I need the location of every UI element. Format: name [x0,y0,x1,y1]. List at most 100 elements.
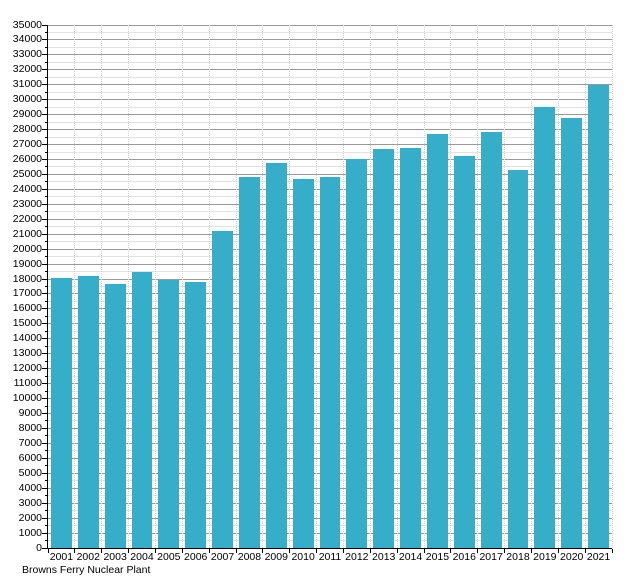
bar-2013 [373,149,395,548]
gridline-vertical [423,25,425,548]
y-tick-label: 8000 [18,421,42,434]
x-tick [369,549,371,553]
x-tick-label: 2021 [586,551,611,563]
bar-2001 [50,277,72,548]
x-tick [504,549,506,553]
y-tick-label: 28000 [12,123,42,136]
y-tick-major [42,547,48,549]
x-tick-label: 2019 [533,551,557,563]
x-tick [342,549,344,553]
y-tick-minor [45,345,48,347]
y-tick-label: 0 [36,541,42,554]
gridline-vertical [611,25,613,548]
y-tick-label: 26000 [12,152,42,165]
y-tick-label: 16000 [12,302,42,315]
y-tick-minor [45,450,48,452]
y-tick-minor [45,330,48,332]
y-tick-major [42,338,48,340]
y-tick-label: 33000 [12,48,42,61]
y-tick-label: 7000 [18,436,42,449]
y-tick-label: 31000 [12,78,42,91]
bar-2017 [480,131,502,548]
chart-caption: Browns Ferry Nuclear Plant [22,564,151,576]
y-tick-minor [45,241,48,243]
y-tick-label: 2000 [18,511,42,524]
y-tick-major [42,173,48,175]
y-tick-major [42,487,48,489]
gridline-minor [48,46,612,48]
x-tick-label: 2017 [479,551,503,563]
gridline-vertical [450,25,452,548]
y-tick-major [42,188,48,190]
gridline-vertical [477,25,479,548]
bar-2016 [453,156,475,548]
y-tick-label: 4000 [18,481,42,494]
y-tick-minor [45,31,48,33]
gridline-vertical [181,25,183,548]
gridline-major [48,99,612,101]
bar-2020 [561,117,583,548]
y-tick-minor [45,46,48,48]
x-tick-label: 2014 [398,551,423,563]
y-tick-label: 29000 [12,108,42,121]
y-tick-label: 12000 [12,362,42,375]
y-tick-major [42,158,48,160]
y-tick-major [42,129,48,131]
y-tick-minor [45,136,48,138]
x-tick-label: 2013 [372,551,396,563]
y-tick-label: 23000 [12,197,42,210]
gridline-major [48,144,612,146]
y-tick-label: 27000 [12,138,42,151]
y-tick-minor [45,405,48,407]
gridline-minor [48,61,612,63]
x-tick [289,549,291,553]
y-tick-minor [45,76,48,78]
y-tick-major [42,278,48,280]
bar-2018 [507,169,529,548]
x-tick [74,549,76,553]
y-tick-major [42,398,48,400]
gridline-vertical [289,25,291,548]
bar-2021 [588,84,610,548]
y-tick-minor [45,286,48,287]
y-tick-label: 11000 [13,377,42,390]
y-tick-label: 9000 [18,407,42,419]
y-tick-major [42,368,48,370]
x-tick [154,549,156,553]
x-tick-label: 2010 [291,551,315,563]
x-tick [181,549,183,553]
y-tick-minor [45,271,48,273]
x-tick-label: 2006 [184,551,208,563]
gridline-vertical [235,25,237,548]
gridline-vertical [396,25,398,548]
x-tick [262,549,264,553]
x-tick-label: 2011 [318,551,342,563]
y-tick-major [42,24,48,26]
y-tick-minor [45,196,48,198]
x-tick-label: 2016 [452,551,476,563]
y-tick-major [42,457,48,459]
y-tick-minor [45,121,48,123]
y-tick-label: 34000 [12,33,42,46]
y-tick-minor [45,211,48,213]
y-tick-minor [45,315,48,317]
y-tick-major [42,532,48,534]
bar-2002 [77,276,99,548]
y-tick-label: 24000 [12,182,42,195]
bar-2009 [265,163,287,548]
gridline-major [48,129,612,131]
y-tick-minor [45,360,48,362]
bar-2003 [104,283,126,548]
gridline-minor [48,91,612,93]
y-tick-major [42,54,48,56]
y-tick-major [42,218,48,220]
bar-2011 [319,176,341,548]
x-tick [47,549,49,553]
y-tick-label: 25000 [12,167,42,180]
y-tick-label: 14000 [12,332,42,345]
x-tick [450,549,452,553]
gridline-major [48,114,612,116]
y-tick-minor [45,495,48,497]
x-tick-label: 2004 [130,551,154,563]
